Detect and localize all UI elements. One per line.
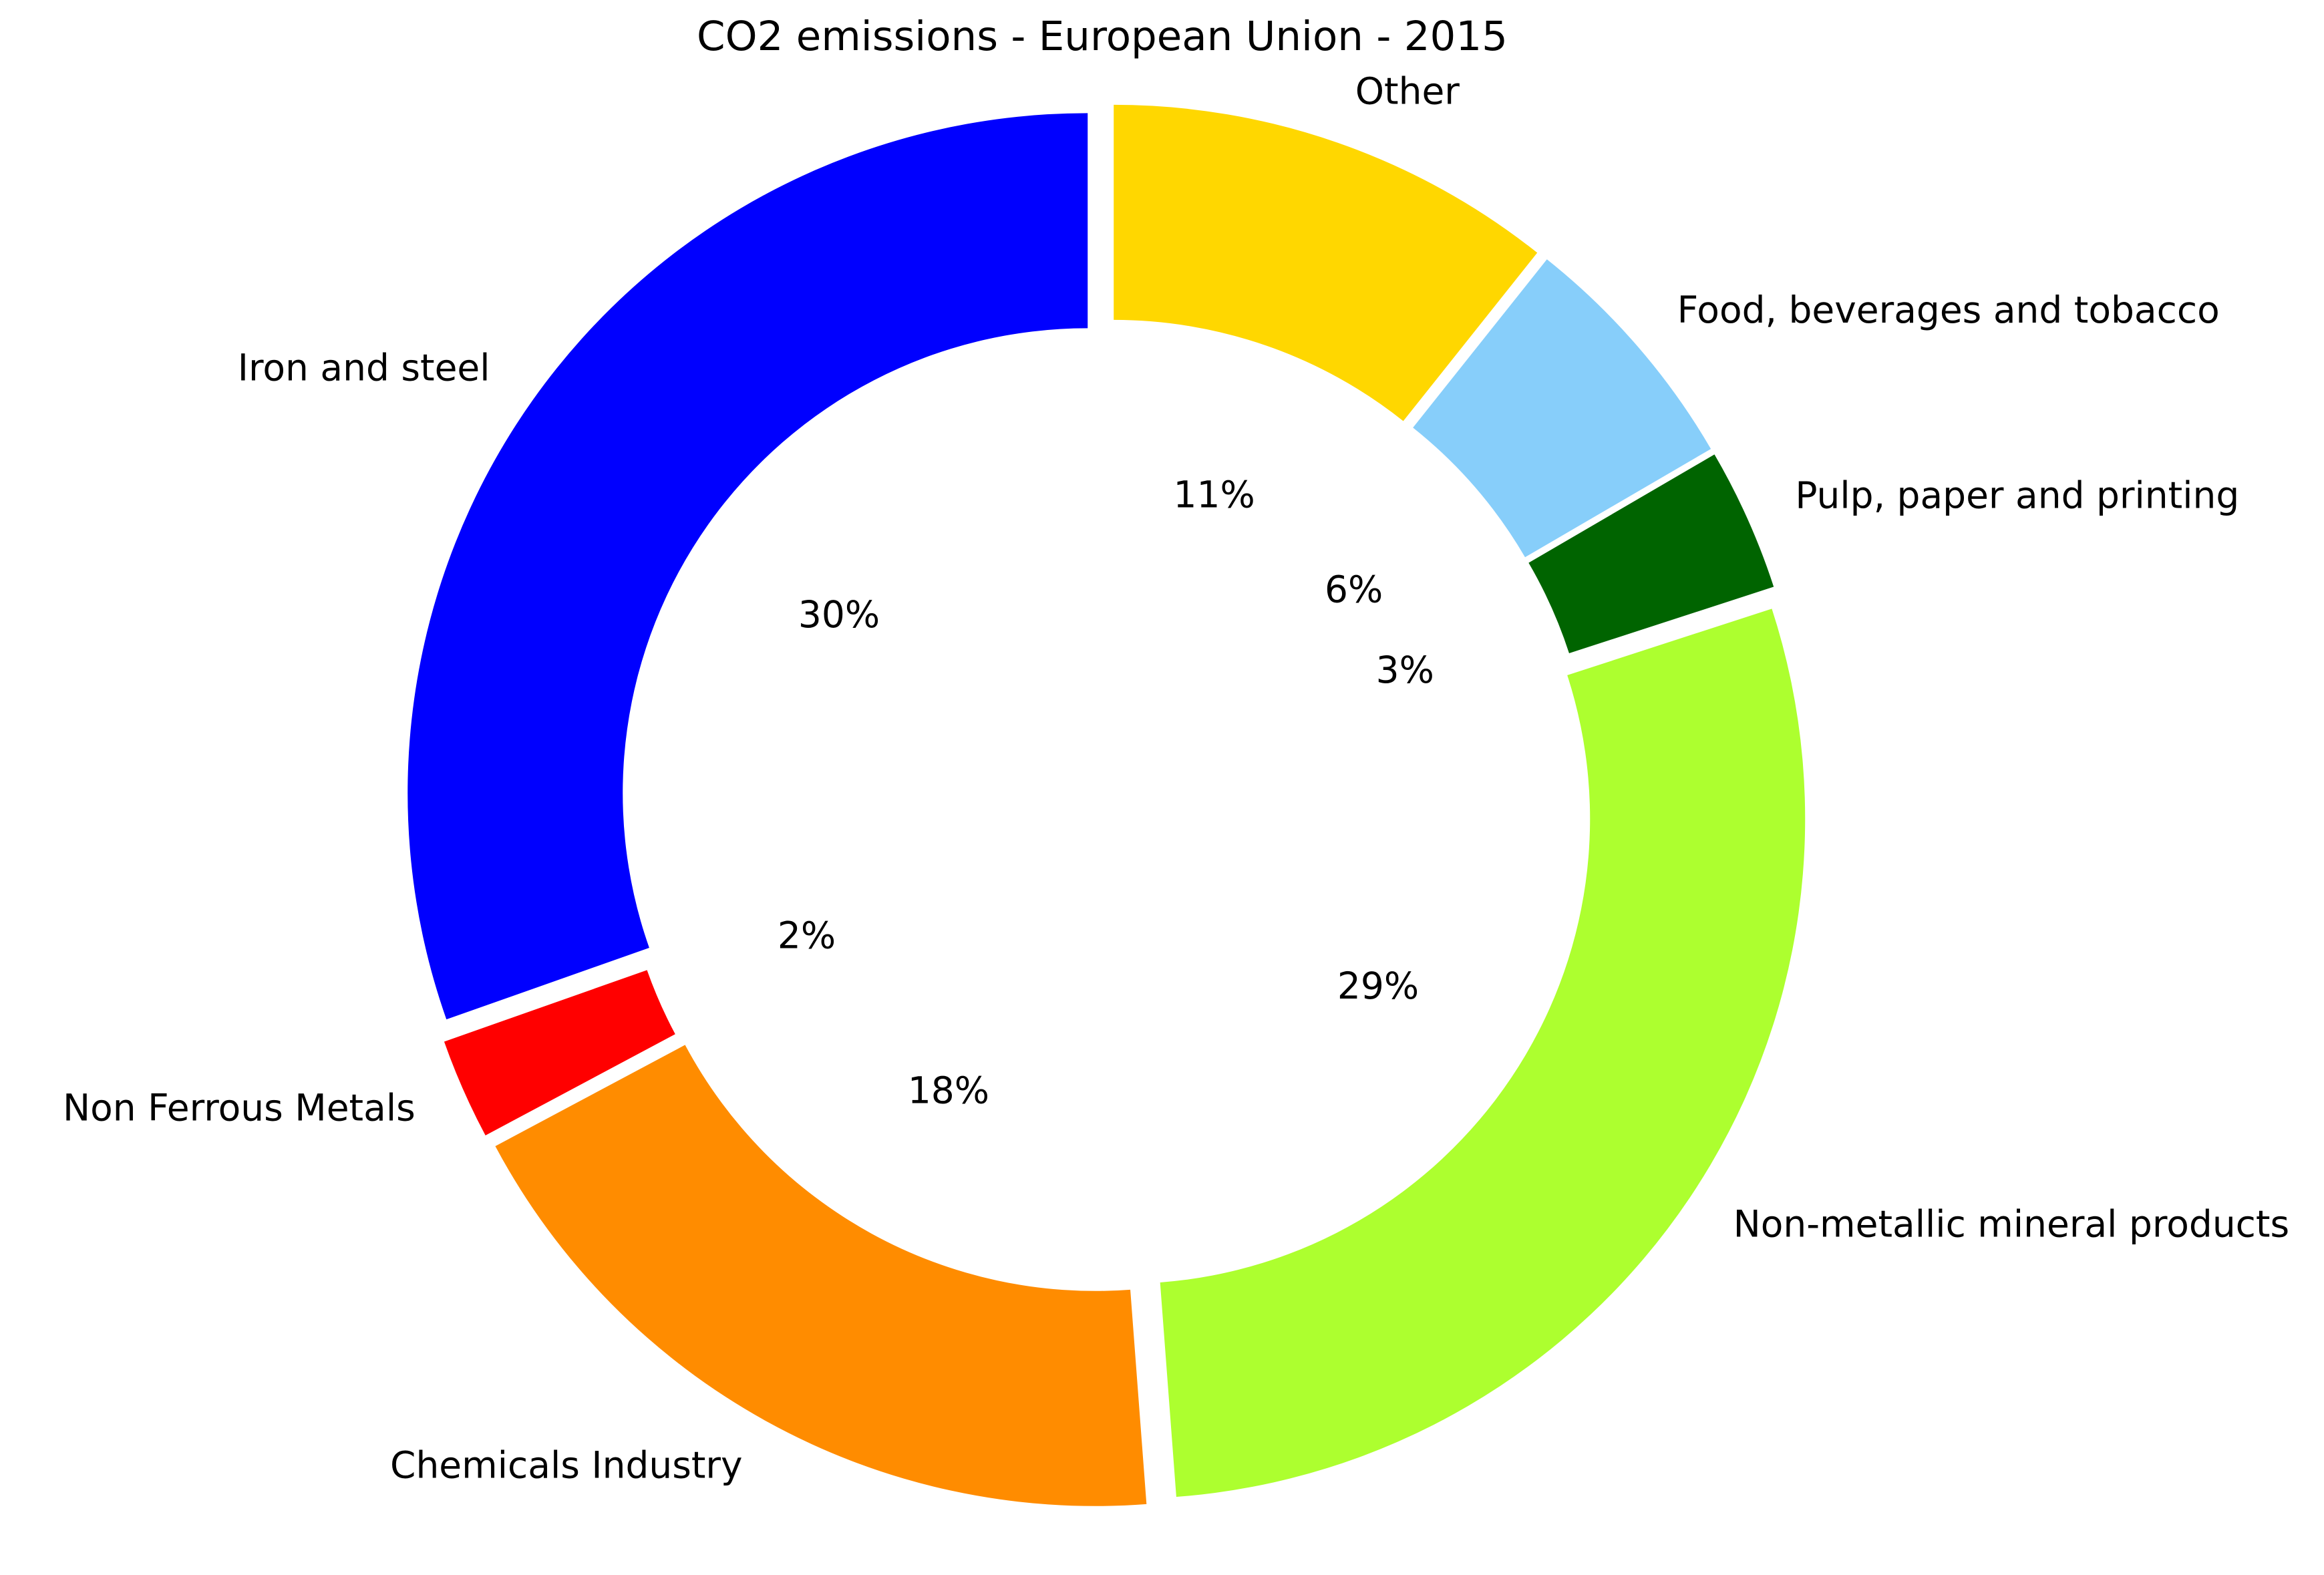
percent-labels: 30% 2% 18% 29% 3% 6% 11% — [778, 474, 1434, 1112]
donut-wedges — [407, 104, 1806, 1506]
wedge-other — [1114, 104, 1538, 421]
wedge-non-ferrous-metals — [444, 970, 675, 1135]
chart-title: CO2 emissions - European Union - 2015 — [697, 13, 1508, 60]
percent-label-non-ferrous-metals: 2% — [778, 914, 836, 957]
percent-label-pulp-paper-and-printing: 3% — [1376, 649, 1434, 691]
wedge-chemicals-industry — [495, 1045, 1147, 1506]
category-label-other: Other — [1355, 69, 1460, 112]
wedge-iron-and-steel — [407, 113, 1088, 1020]
category-label-food-beverages-and-tobacco: Food, beverages and tobacco — [1677, 289, 2220, 331]
category-label-pulp-paper-and-printing: Pulp, paper and printing — [1795, 474, 2239, 516]
percent-label-non-metallic-mineral-products: 29% — [1337, 965, 1419, 1007]
wedge-non-metallic-mineral-products — [1160, 608, 1806, 1498]
wedge-pulp-paper-and-printing — [1528, 454, 1774, 654]
percent-label-food-beverages-and-tobacco: 6% — [1325, 568, 1383, 611]
wedge-food-beverages-and-tobacco — [1413, 259, 1711, 558]
category-label-non-ferrous-metals: Non Ferrous Metals — [63, 1086, 416, 1129]
category-label-iron-and-steel: Iron and steel — [238, 346, 490, 389]
percent-label-chemicals-industry: 18% — [908, 1069, 989, 1112]
category-label-chemicals-industry: Chemicals Industry — [390, 1443, 743, 1486]
percent-label-other: 11% — [1174, 474, 1255, 516]
category-label-non-metallic-mineral-products: Non-metallic mineral products — [1733, 1202, 2290, 1245]
category-labels: Iron and steel Non Ferrous Metals Chemical… — [63, 69, 2289, 1486]
percent-label-iron-and-steel: 30% — [798, 593, 880, 636]
